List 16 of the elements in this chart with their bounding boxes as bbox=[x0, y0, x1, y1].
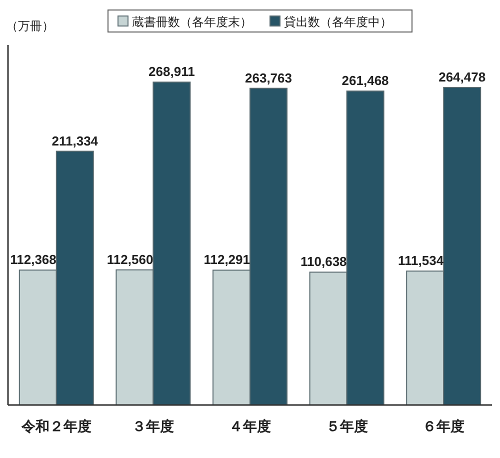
data-label: 268,911 bbox=[148, 64, 195, 80]
data-label: 112,368 bbox=[10, 252, 56, 268]
data-label: 112,560 bbox=[106, 252, 154, 267]
y-axis-title: （万冊） bbox=[6, 19, 54, 33]
data-label: 261,468 bbox=[342, 73, 389, 88]
x-tick-label: ５年度 bbox=[326, 418, 368, 435]
legend-label: 蔵書冊数（各年度末） bbox=[132, 15, 252, 29]
x-tick-label: ６年度 bbox=[422, 418, 465, 435]
x-tick-label: 令和２年度 bbox=[20, 418, 92, 435]
data-label: 264,478 bbox=[438, 69, 486, 84]
data-label: 110,638 bbox=[300, 254, 347, 270]
x-tick-label: ４年度 bbox=[229, 418, 271, 435]
legend-label: 貸出数（各年度中） bbox=[284, 15, 392, 29]
data-label: 263,763 bbox=[245, 70, 292, 86]
x-tick-label: ３年度 bbox=[132, 418, 174, 435]
data-label: 211,334 bbox=[52, 133, 99, 148]
